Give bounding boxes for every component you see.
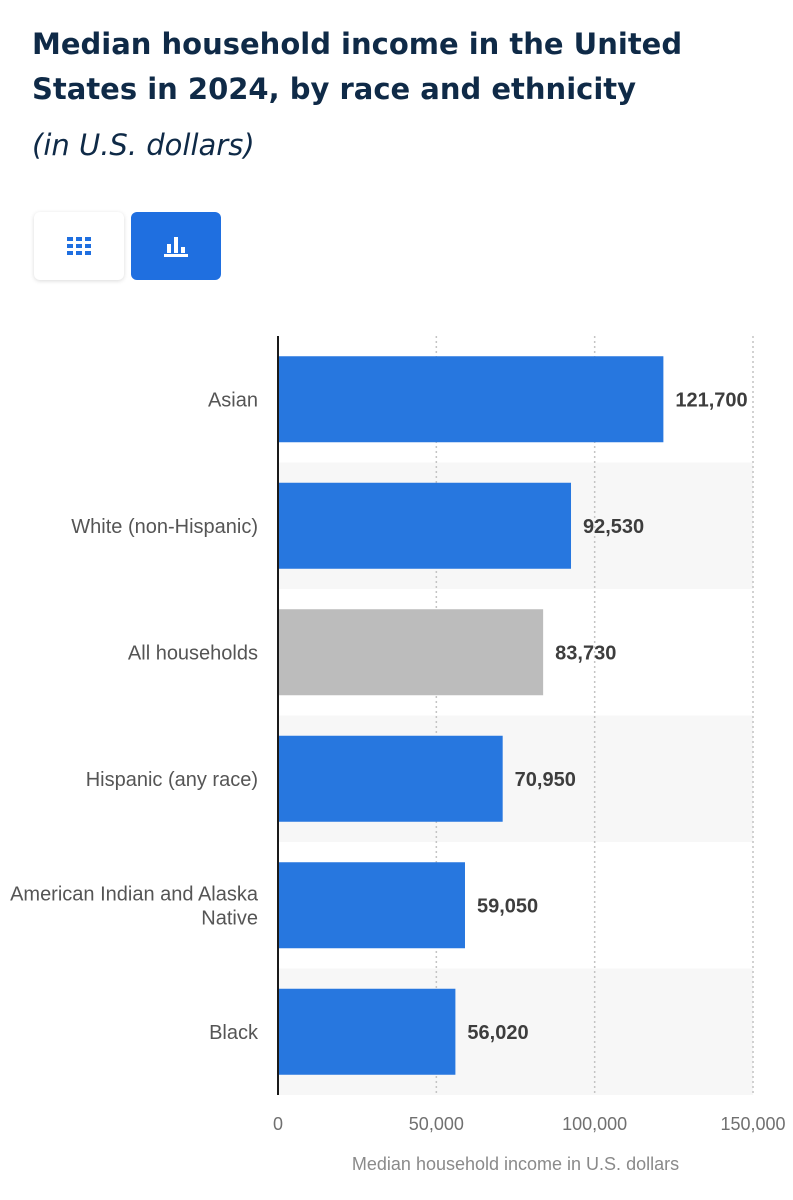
x-tick-label: 100,000 xyxy=(562,1114,627,1134)
table-grid-icon xyxy=(67,237,91,255)
bar[interactable] xyxy=(278,356,664,443)
category-label: American Indian and Alaska Native xyxy=(10,883,259,929)
category-label: Black xyxy=(209,1022,259,1044)
value-label: 59,050 xyxy=(477,895,538,917)
category-label: All households xyxy=(128,642,258,664)
chart-view-button[interactable] xyxy=(131,212,221,280)
chart-title: Median household income in the United St… xyxy=(32,27,683,106)
bar[interactable] xyxy=(278,862,465,949)
category-label: Hispanic (any race) xyxy=(86,769,258,791)
value-label: 56,020 xyxy=(467,1022,528,1044)
value-label: 92,530 xyxy=(583,516,644,538)
value-label: 83,730 xyxy=(555,642,616,664)
value-label: 70,950 xyxy=(515,769,576,791)
bar[interactable] xyxy=(278,482,572,569)
category-label: White (non-Hispanic) xyxy=(71,516,258,538)
table-view-button[interactable] xyxy=(34,212,124,280)
x-tick-label: 150,000 xyxy=(720,1114,785,1134)
x-tick-label: 50,000 xyxy=(409,1114,464,1134)
value-label: 121,700 xyxy=(675,389,747,411)
x-tick-label: 0 xyxy=(273,1114,283,1134)
category-label: Asian xyxy=(208,389,258,411)
x-axis-title: Median household income in U.S. dollars xyxy=(352,1154,679,1174)
chart-subtitle: (in U.S. dollars) xyxy=(32,128,255,162)
bar[interactable] xyxy=(278,609,544,696)
bar-chart-icon xyxy=(164,235,188,257)
bar[interactable] xyxy=(278,735,503,822)
bar[interactable] xyxy=(278,988,456,1075)
